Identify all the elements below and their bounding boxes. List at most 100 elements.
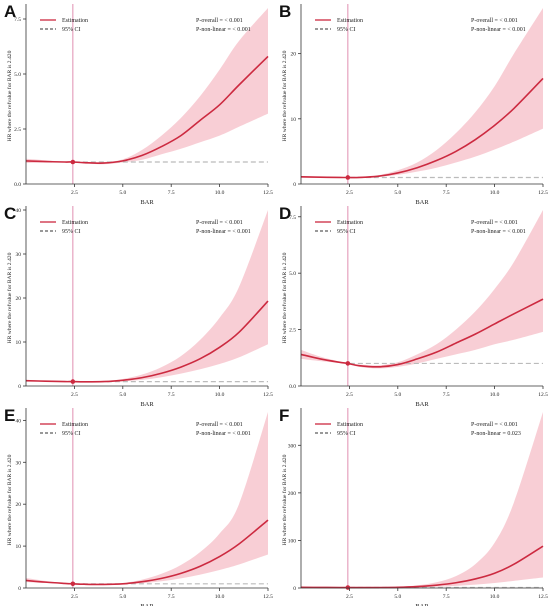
chart-panel-e: E 2.5 5.0 7.5 10.0 12.5 0 10 20 30 40 BAR HR where …	[0, 404, 275, 606]
x-tick-label: 12.5	[538, 392, 548, 398]
p-nonlinear-label: P-non-linear = < 0.001	[196, 431, 251, 437]
y-tick-label: 300	[288, 443, 297, 449]
x-axis-title: BAR	[415, 199, 429, 206]
chart-svg: 2.5 5.0 7.5 10.0 12.5 0 10 20 30 40 BAR HR where th…	[6, 206, 273, 408]
estimate-line	[25, 300, 269, 383]
reference-point	[70, 159, 76, 165]
panel-letter: C	[4, 204, 17, 223]
x-tick-label: 5.0	[119, 392, 126, 398]
p-overall-label: P-overall = < 0.001	[471, 422, 518, 428]
estimate-line	[25, 519, 269, 586]
chart-panel-b: B 2.5 5.0 7.5 10.0 12.5 0 10 20 BAR HR where the …	[275, 0, 550, 206]
x-tick-label: 7.5	[443, 594, 450, 600]
x-tick-label: 7.5	[168, 190, 175, 196]
legend-ci-label: 95% CI	[337, 229, 356, 235]
p-nonlinear-label: P-non-linear = < 0.001	[196, 229, 251, 235]
ci-band	[301, 412, 543, 588]
chart-panel-f: F 2.5 5.0 7.5 10.0 12.5 0 100 200 300 BAR HR where…	[275, 404, 550, 606]
y-axis-title: HR where the refvalue for BAR is 2.420	[6, 454, 13, 545]
x-tick-label: 7.5	[168, 594, 175, 600]
ci-band	[26, 8, 268, 165]
y-tick-label: 10	[16, 340, 22, 346]
chart-svg: 2.5 5.0 7.5 10.0 12.5 0.0 2.5 5.0 7.5 BAR HR where…	[281, 206, 548, 408]
y-tick-label: 30	[16, 460, 22, 466]
y-tick-label: 40	[16, 208, 22, 214]
y-axis-title: HR where the refvalue for BAR is 2.420	[6, 50, 13, 141]
legend-estimation-label: Estimation	[62, 18, 88, 24]
x-tick-label: 2.5	[71, 594, 78, 600]
x-tick-label: 10.0	[490, 594, 500, 600]
x-tick-label: 2.5	[71, 190, 78, 196]
chart-svg: 2.5 5.0 7.5 10.0 12.5 0 10 20 BAR HR where the re…	[281, 4, 548, 206]
x-tick-label: 5.0	[119, 594, 126, 600]
x-tick-label: 2.5	[346, 190, 353, 196]
y-tick-label: 20	[16, 502, 22, 508]
x-tick-label: 10.0	[215, 392, 225, 398]
x-tick-label: 12.5	[263, 392, 273, 398]
reference-point	[70, 581, 76, 587]
x-tick-label: 2.5	[346, 594, 353, 600]
y-tick-label: 0	[18, 384, 21, 390]
y-tick-label: 0.0	[289, 384, 296, 390]
panel-letter: B	[279, 2, 292, 21]
x-tick-label: 10.0	[215, 594, 225, 600]
chart-svg: 2.5 5.0 7.5 10.0 12.5 0 100 200 300 BAR HR where t…	[281, 408, 548, 606]
x-tick-label: 10.0	[490, 190, 500, 196]
p-overall-label: P-overall = < 0.001	[196, 422, 243, 428]
y-tick-label: 7.5	[289, 215, 296, 221]
x-tick-label: 12.5	[263, 190, 273, 196]
p-nonlinear-label: P-non-linear = < 0.001	[196, 27, 251, 33]
x-axis-title: BAR	[140, 401, 154, 408]
legend-ci-label: 95% CI	[337, 431, 356, 437]
y-tick-label: 200	[288, 491, 297, 497]
estimate-line	[300, 77, 544, 179]
x-tick-label: 5.0	[394, 190, 401, 196]
x-tick-label: 5.0	[119, 190, 126, 196]
x-tick-label: 2.5	[346, 392, 353, 398]
chart-panel-a: A 2.5 5.0 7.5 10.0 12.5 0.0 2.5 5.0 7.5 BAR HR whe…	[0, 0, 275, 206]
y-tick-label: 100	[288, 538, 297, 544]
chart-svg: 2.5 5.0 7.5 10.0 12.5 0.0 2.5 5.0 7.5 BAR HR where…	[6, 4, 273, 206]
p-overall-label: P-overall = < 0.001	[471, 18, 518, 24]
x-tick-label: 10.0	[490, 392, 500, 398]
x-tick-label: 5.0	[394, 392, 401, 398]
x-tick-label: 2.5	[71, 392, 78, 398]
legend-ci-label: 95% CI	[62, 27, 81, 33]
ci-band	[26, 210, 268, 383]
y-tick-label: 0	[293, 182, 296, 188]
p-nonlinear-label: P-non-linear = < 0.001	[471, 27, 526, 33]
ci-band	[301, 210, 543, 369]
panel-letter: A	[4, 2, 17, 21]
panel-letter: F	[279, 406, 290, 425]
y-tick-label: 0.0	[14, 182, 21, 188]
p-nonlinear-label: P-non-linear = < 0.001	[471, 229, 526, 235]
p-overall-label: P-overall = < 0.001	[196, 18, 243, 24]
y-axis-title: HR where the refvalue for BAR is 2.420	[6, 252, 13, 343]
legend-estimation-label: Estimation	[337, 220, 363, 226]
x-axis-title: BAR	[140, 603, 154, 606]
p-overall-label: P-overall = < 0.001	[196, 220, 243, 226]
x-axis-title: BAR	[415, 603, 429, 606]
y-axis-title: HR where the refvalue for BAR is 2.420	[281, 50, 288, 141]
y-tick-label: 10	[16, 544, 22, 550]
y-tick-label: 20	[291, 52, 297, 58]
x-tick-label: 12.5	[538, 594, 548, 600]
y-tick-label: 2.5	[14, 127, 21, 133]
x-tick-label: 10.0	[215, 190, 225, 196]
y-tick-label: 2.5	[289, 328, 296, 334]
panel-letter: E	[4, 406, 16, 425]
y-tick-label: 5.0	[289, 271, 296, 277]
x-tick-label: 12.5	[538, 190, 548, 196]
y-axis-title: HR where the refvalue for BAR is 2.420	[281, 454, 288, 545]
y-tick-label: 7.5	[14, 17, 21, 23]
ci-band	[301, 8, 543, 178]
estimate-line	[300, 545, 544, 589]
legend-estimation-label: Estimation	[62, 220, 88, 226]
y-tick-label: 30	[16, 252, 22, 258]
x-tick-label: 7.5	[443, 190, 450, 196]
x-tick-label: 7.5	[443, 392, 450, 398]
legend-ci-label: 95% CI	[337, 27, 356, 33]
y-tick-label: 10	[291, 117, 297, 123]
x-tick-label: 7.5	[168, 392, 175, 398]
reference-point	[70, 379, 76, 384]
